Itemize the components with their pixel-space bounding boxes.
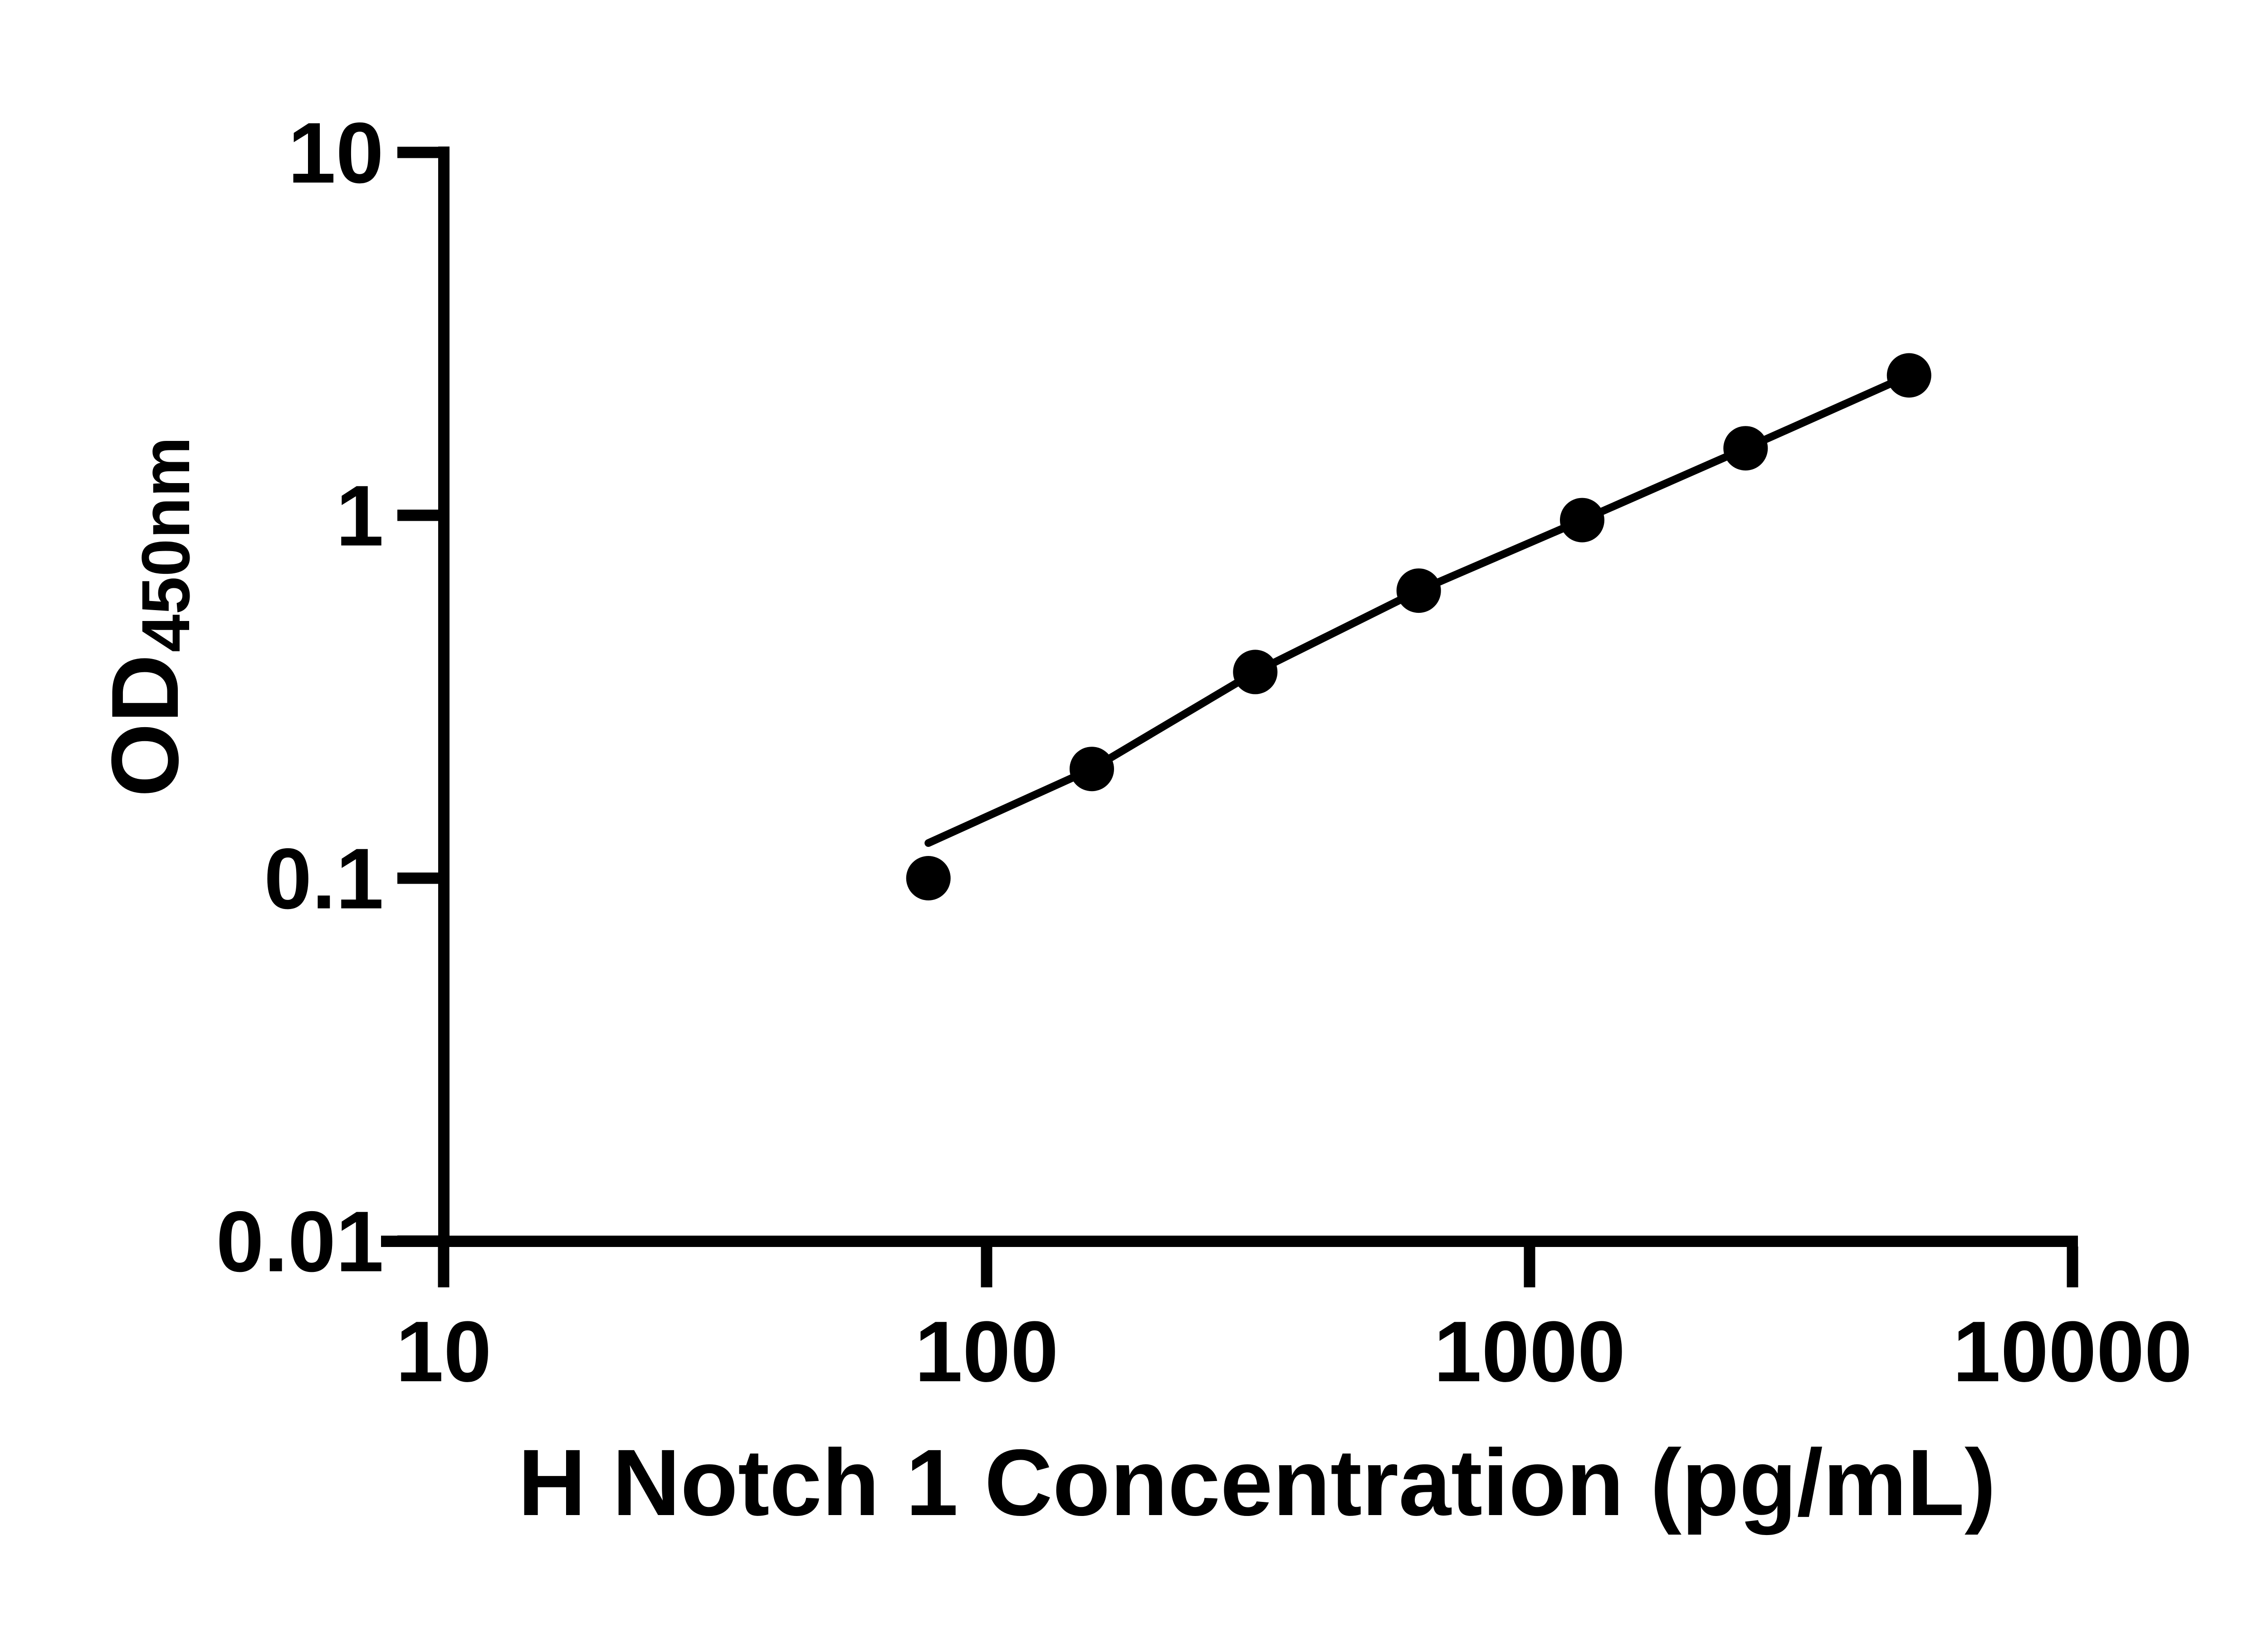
y-axis-title-main: OD	[92, 654, 198, 797]
x-axis-line	[381, 1236, 2078, 1247]
x-tick	[438, 1247, 450, 1287]
y-tick-label: 1	[336, 468, 384, 564]
data-point	[1560, 498, 1604, 543]
data-point	[1233, 650, 1278, 694]
y-tick-label: 0.1	[264, 831, 384, 927]
data-point	[906, 856, 951, 900]
data-points	[906, 353, 1931, 900]
x-axis-title: H Notch 1 Concentration (pg/mL)	[518, 1430, 1996, 1535]
data-point	[1396, 568, 1441, 613]
data-point	[1887, 353, 1931, 398]
y-tick-label: 10	[288, 105, 384, 201]
y-axis-title-subscript: 450nm	[127, 437, 204, 652]
x-axis-ticks	[438, 1247, 2078, 1287]
x-axis-tick-labels: 10 100 1000 10000	[396, 1304, 2192, 1400]
x-tick	[981, 1247, 992, 1287]
y-tick	[397, 509, 438, 521]
x-tick-label: 10000	[1953, 1304, 2192, 1400]
x-tick-label: 10	[396, 1304, 491, 1400]
y-axis-title: OD 450nm	[92, 437, 204, 797]
y-tick	[397, 1235, 438, 1247]
y-axis-tick-labels: 0.01 0.1 1 10	[216, 105, 384, 1290]
y-axis-line	[438, 147, 450, 1247]
x-tick-label: 100	[914, 1304, 1058, 1400]
y-tick-label: 0.01	[216, 1194, 384, 1290]
x-tick-label: 1000	[1434, 1304, 1626, 1400]
x-tick	[2067, 1247, 2078, 1287]
data-point	[1723, 426, 1768, 471]
y-tick	[397, 147, 438, 158]
axes	[381, 147, 2078, 1247]
y-tick	[397, 872, 438, 884]
data-point	[1070, 747, 1114, 792]
y-axis-ticks	[397, 147, 438, 1247]
x-tick	[1524, 1247, 1535, 1287]
